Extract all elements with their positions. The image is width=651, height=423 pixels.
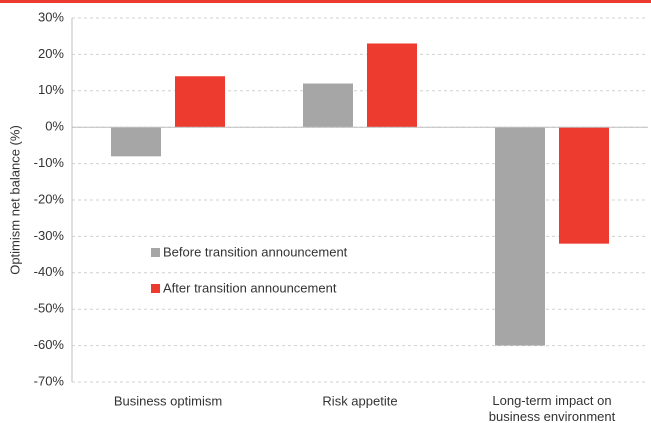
bar <box>175 76 225 128</box>
bar <box>367 43 417 128</box>
y-tick-label: -20% <box>34 191 65 206</box>
bar <box>495 127 545 346</box>
x-tick-label: Risk appetite <box>322 393 397 408</box>
bar <box>559 127 609 244</box>
x-tick-label: Business optimism <box>114 393 222 408</box>
y-tick-label: -10% <box>34 155 65 170</box>
y-tick-label: 0% <box>45 119 64 134</box>
legend-label: Before transition announcement <box>163 244 348 259</box>
x-tick-label: Long-term impact on business environment <box>489 393 616 423</box>
y-tick-label: -30% <box>34 228 65 243</box>
bar <box>303 83 353 128</box>
y-tick-label: 10% <box>38 82 64 97</box>
y-axis-label: Optimism net balance (%) <box>7 125 22 275</box>
y-tick-label: -70% <box>34 373 65 388</box>
legend-label: After transition announcement <box>163 280 337 295</box>
y-tick-label: -60% <box>34 337 65 352</box>
y-tick-label: -40% <box>34 264 65 279</box>
y-tick-label: 30% <box>38 9 64 24</box>
bar <box>111 127 161 157</box>
y-tick-label: 20% <box>38 46 64 61</box>
legend-swatch <box>151 284 160 293</box>
legend-swatch <box>151 248 160 257</box>
top-rule <box>0 0 651 3</box>
y-tick-label: -50% <box>34 301 65 316</box>
